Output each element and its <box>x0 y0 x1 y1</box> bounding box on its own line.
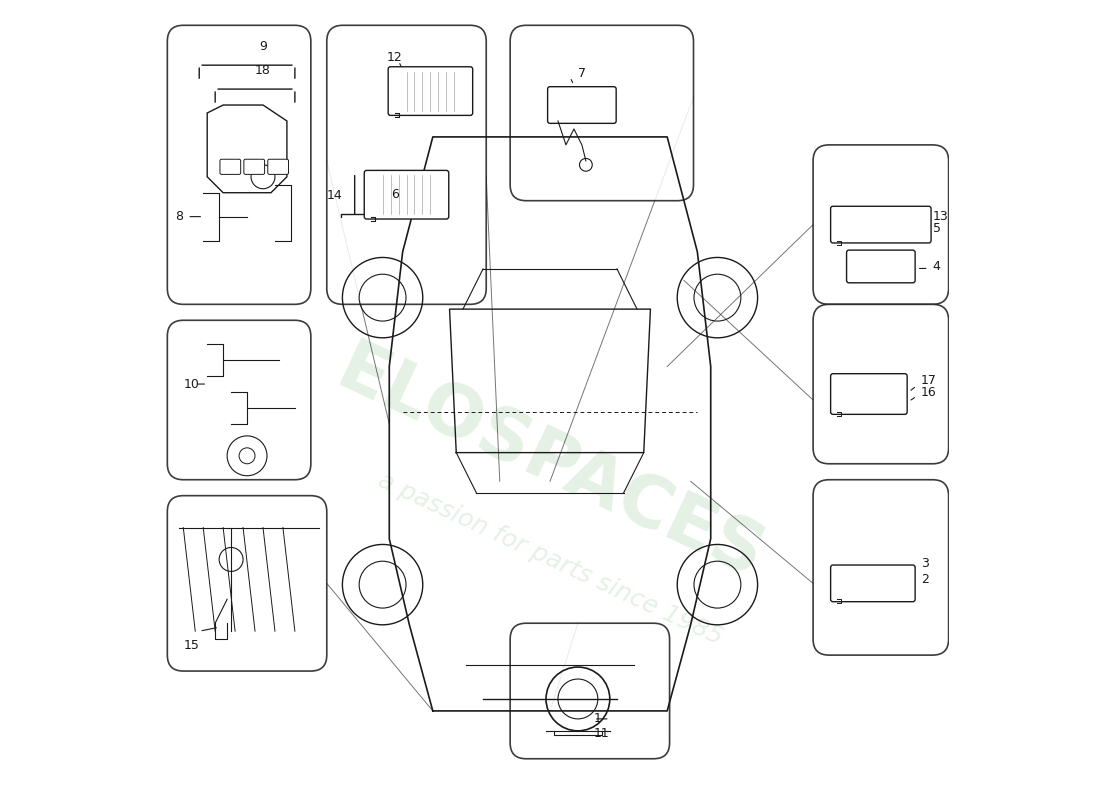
FancyBboxPatch shape <box>167 26 311 304</box>
Text: 2: 2 <box>921 573 928 586</box>
Text: 5: 5 <box>933 222 940 235</box>
Text: 8: 8 <box>175 210 184 223</box>
FancyBboxPatch shape <box>244 159 265 174</box>
Text: 7: 7 <box>578 66 586 80</box>
FancyBboxPatch shape <box>813 304 948 464</box>
FancyBboxPatch shape <box>167 320 311 480</box>
FancyBboxPatch shape <box>830 374 908 414</box>
Text: 17: 17 <box>921 374 936 386</box>
Text: 16: 16 <box>921 386 936 398</box>
Text: 13: 13 <box>933 210 948 223</box>
Text: 18: 18 <box>255 64 271 77</box>
FancyBboxPatch shape <box>267 159 288 174</box>
Text: 11: 11 <box>594 726 609 740</box>
Text: 10: 10 <box>184 378 199 390</box>
Text: 12: 12 <box>386 50 403 64</box>
Text: 6: 6 <box>390 188 398 201</box>
Text: ELOSPACES: ELOSPACES <box>326 334 774 593</box>
FancyBboxPatch shape <box>167 496 327 671</box>
Text: 14: 14 <box>327 189 343 202</box>
Text: a passion for parts since 1985: a passion for parts since 1985 <box>374 469 726 650</box>
FancyBboxPatch shape <box>220 159 241 174</box>
FancyBboxPatch shape <box>510 26 693 201</box>
Text: 4: 4 <box>933 259 940 273</box>
FancyBboxPatch shape <box>327 26 486 304</box>
FancyBboxPatch shape <box>847 250 915 283</box>
Text: 9: 9 <box>260 40 267 54</box>
FancyBboxPatch shape <box>830 565 915 602</box>
FancyBboxPatch shape <box>830 206 931 243</box>
FancyBboxPatch shape <box>510 623 670 758</box>
Text: 3: 3 <box>921 557 928 570</box>
FancyBboxPatch shape <box>548 86 616 123</box>
FancyBboxPatch shape <box>364 170 449 219</box>
FancyBboxPatch shape <box>813 145 948 304</box>
Text: 15: 15 <box>184 639 199 652</box>
Text: 1: 1 <box>594 712 602 726</box>
FancyBboxPatch shape <box>388 66 473 115</box>
FancyBboxPatch shape <box>813 480 948 655</box>
